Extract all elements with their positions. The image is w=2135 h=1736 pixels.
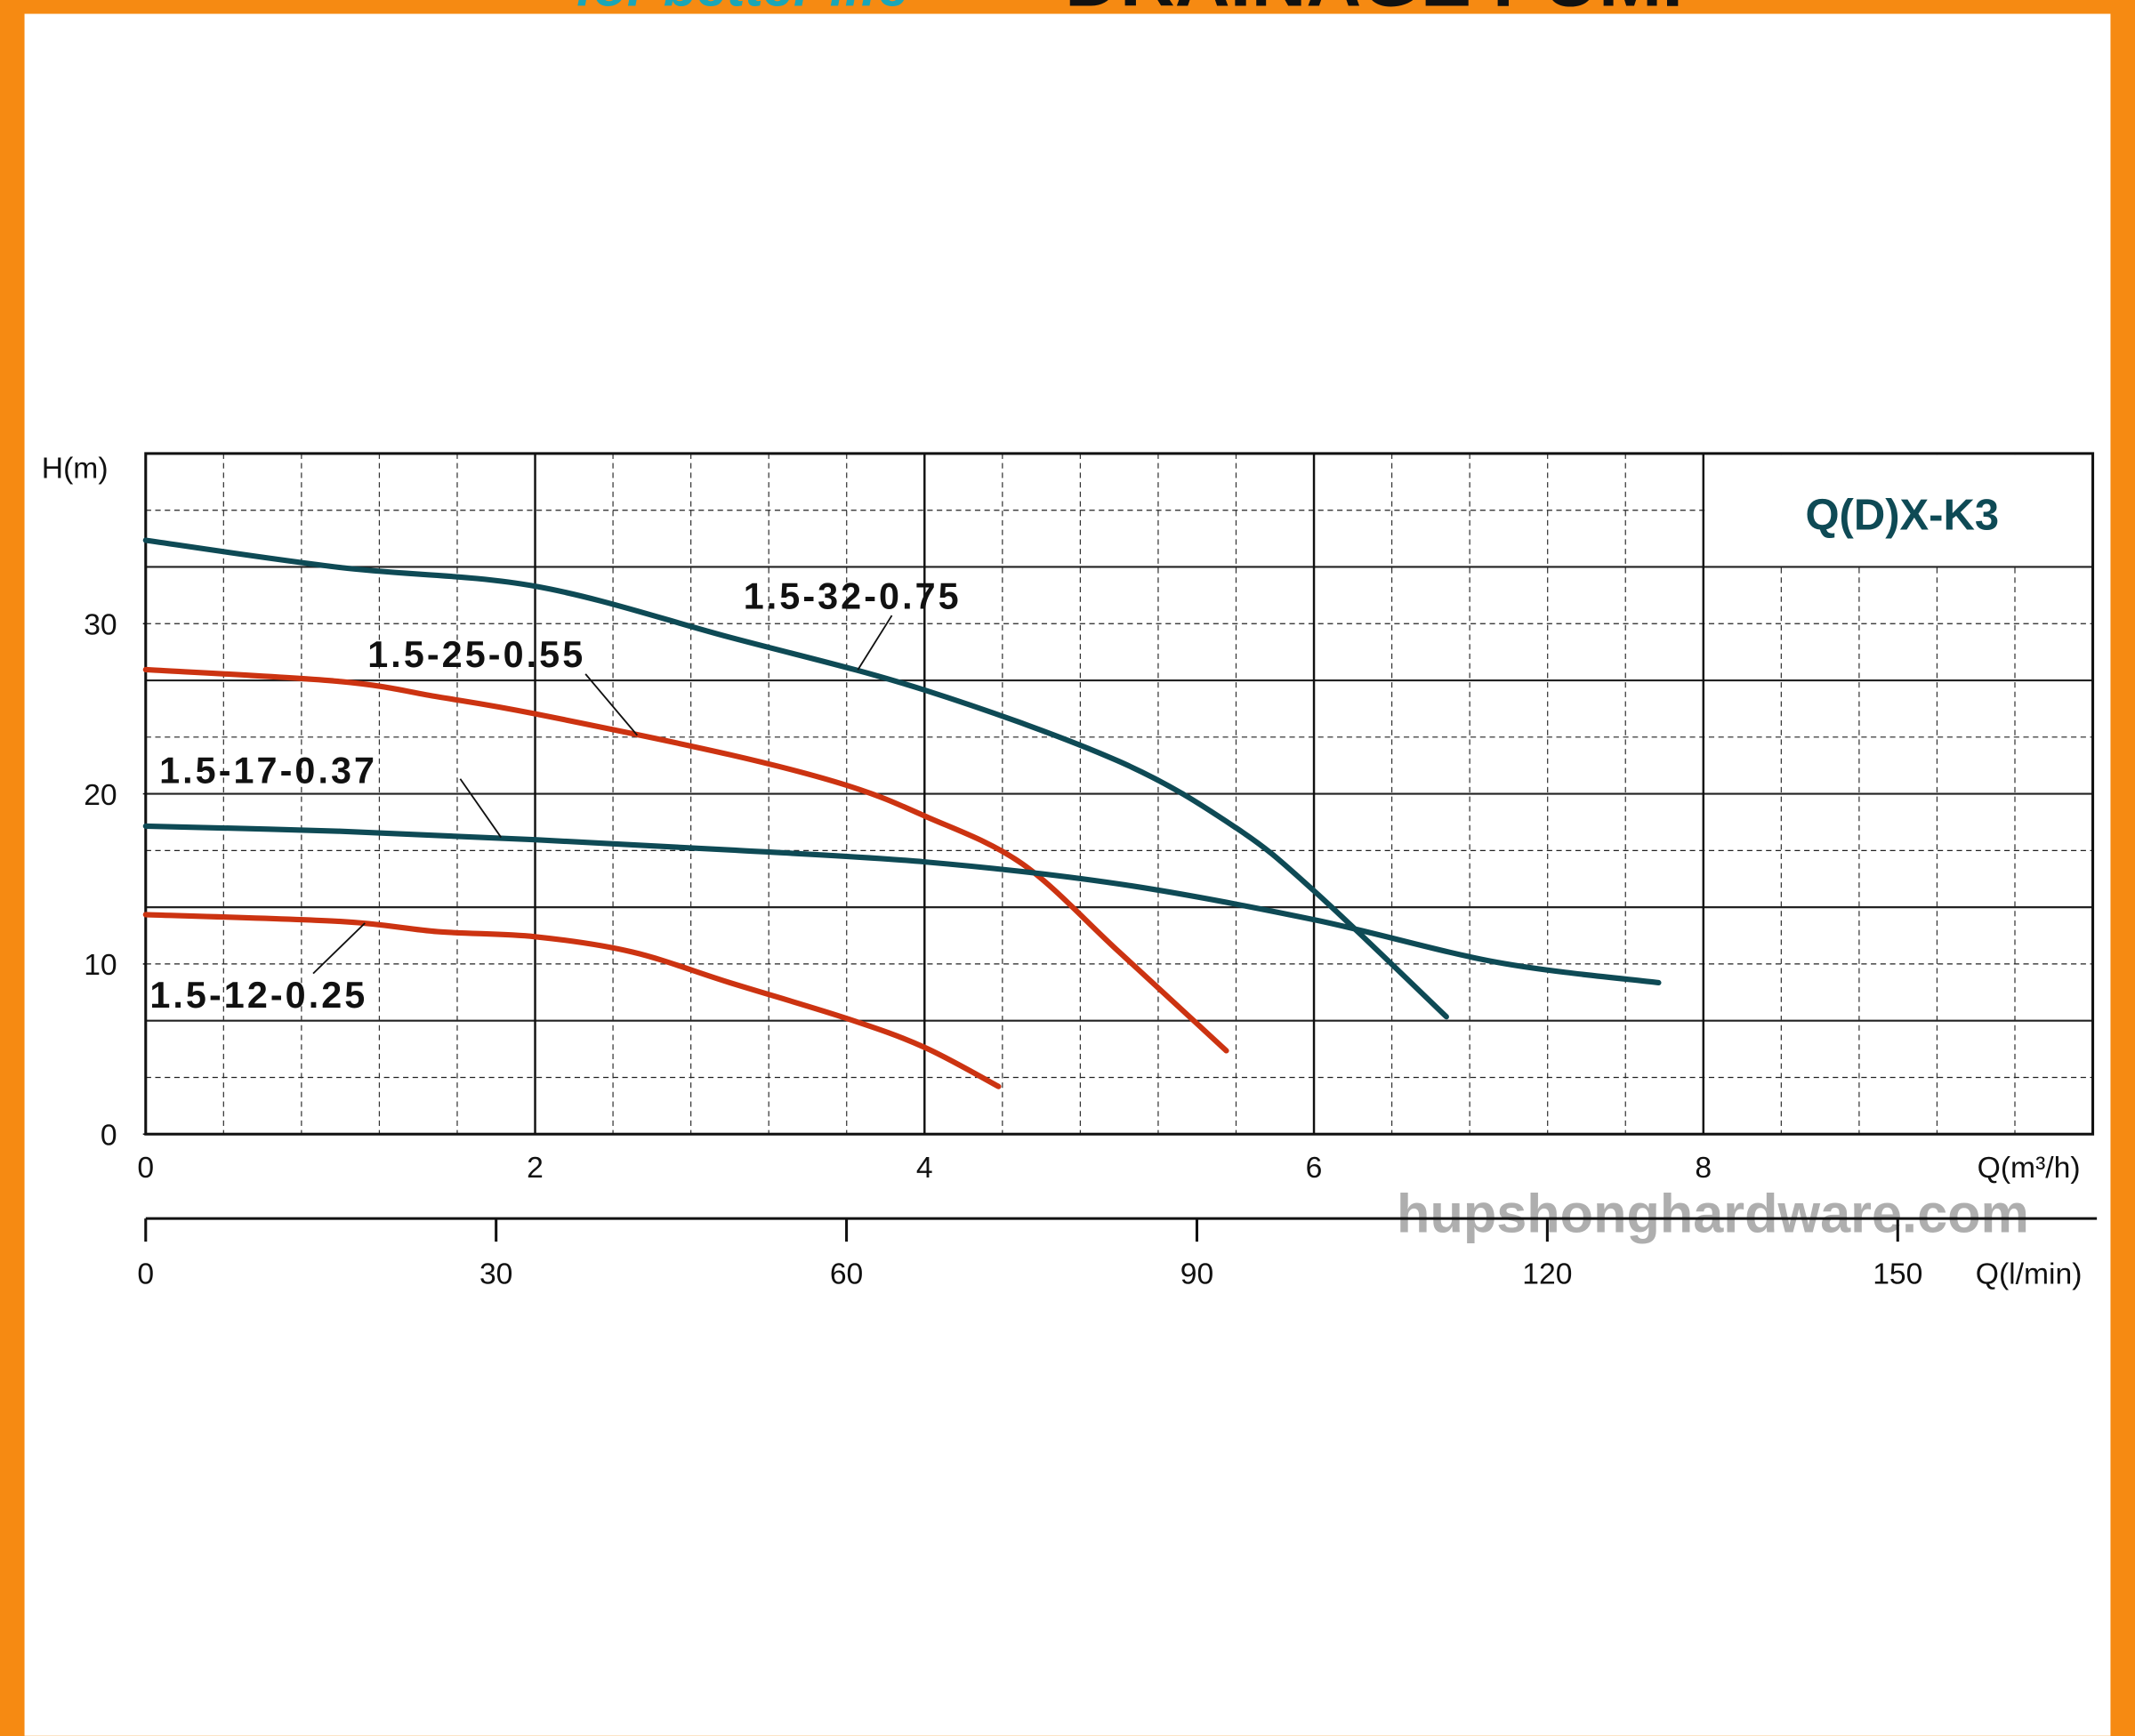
series-label: 1.5-12-0.25 (149, 975, 367, 1016)
leader-line (312, 922, 366, 975)
plot: 1.5-32-0.75 1.5-25-0.55 1.5-17-0.37 1.5-12-… (142, 537, 1662, 1089)
y-tick-label: 30 (84, 609, 117, 642)
y-tick-label: 0 (101, 1119, 117, 1152)
x2-tick-label: 120 (1522, 1258, 1572, 1291)
leader-line (459, 778, 503, 839)
leader-line (584, 673, 639, 736)
x-tick-label: 2 (527, 1152, 544, 1185)
tagline: for better life (576, 0, 908, 17)
x-tick-label: 4 (916, 1152, 933, 1185)
series-label: 1.5-17-0.37 (159, 750, 377, 791)
x2-tick-label: 60 (830, 1258, 863, 1291)
series-label: 1.5-32-0.75 (744, 575, 962, 616)
curve (142, 912, 1002, 1089)
chart-title: Q(D)X-K3 (1805, 492, 1999, 540)
x-tick-label: 6 (1306, 1152, 1323, 1185)
leader-line (857, 615, 893, 671)
x2-axis-label: Q(l/min) (1976, 1258, 2083, 1291)
curve (142, 823, 1662, 986)
header-title: DRAINAGE PUMP (1065, 0, 1713, 22)
x2-tick-label: 30 (479, 1258, 512, 1291)
x-tick-label: 0 (137, 1152, 154, 1185)
y-tick-label: 20 (84, 779, 117, 812)
y-tick-label: 10 (84, 949, 117, 982)
curve (142, 666, 1229, 1054)
x2-tick-label: 0 (137, 1258, 154, 1291)
x-tick-label: 8 (1695, 1152, 1712, 1185)
series-label: 1.5-25-0.55 (367, 634, 585, 675)
grid (144, 452, 2095, 1136)
y-axis-label: H(m) (42, 452, 109, 485)
title-box (1704, 454, 2092, 566)
curve (142, 537, 1449, 1020)
x-axis-label: Q(m³/h) (1978, 1152, 2081, 1185)
watermark: hupshonghardware.com (1397, 1183, 2029, 1243)
x2-tick-label: 150 (1873, 1258, 1922, 1291)
x2-tick-label: 90 (1180, 1258, 1213, 1291)
